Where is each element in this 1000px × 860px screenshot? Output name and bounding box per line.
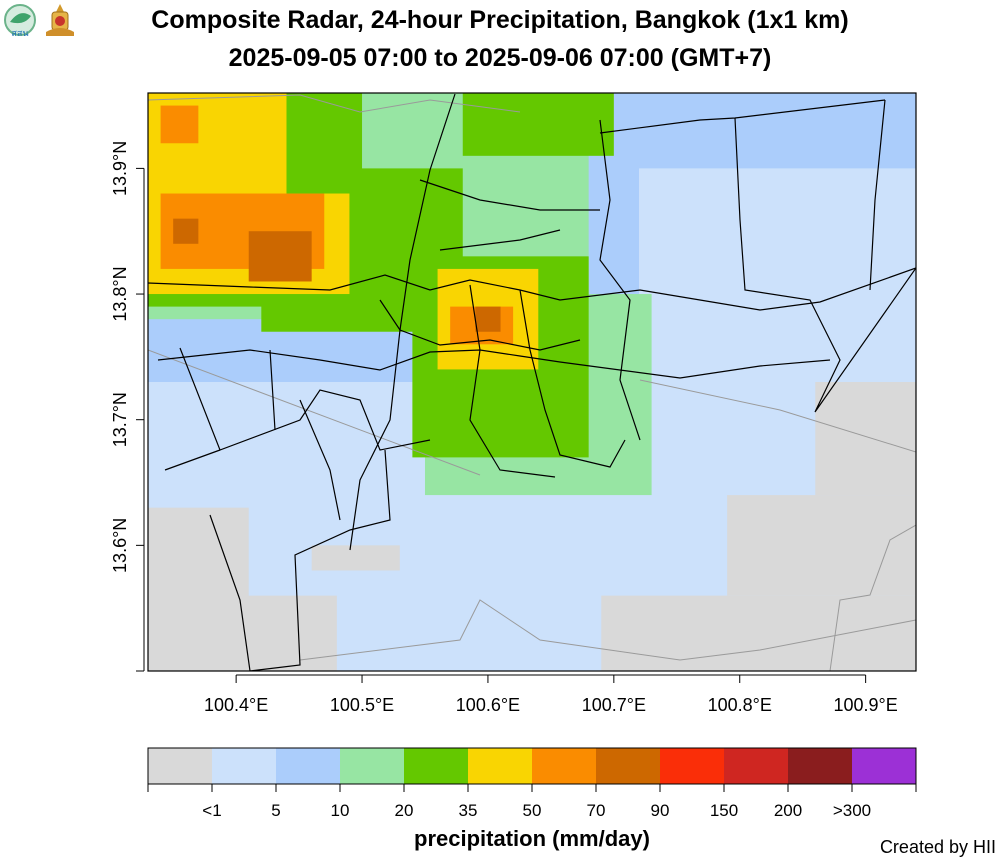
district-line-12 (209, 449, 391, 671)
precip-zone-21 (601, 595, 916, 671)
chart-subtitle: 2025-09-05 07:00 to 2025-09-06 07:00 (GM… (228, 44, 772, 72)
hii-logo-text: สสน (11, 28, 28, 38)
district-line-3 (469, 284, 556, 478)
precip-zone-16 (173, 218, 199, 244)
colorbar-label-3: 20 (395, 801, 414, 820)
colorbar-label-8: 150 (710, 801, 738, 820)
x-tick-label-1: 100.5°E (330, 695, 394, 715)
colorbar-label-7: 90 (651, 801, 670, 820)
precipitation-field (148, 93, 916, 671)
district-line-15 (439, 229, 561, 251)
y-tick-label-2: 13.8°N (110, 266, 130, 321)
colorbar-label-9: 200 (774, 801, 802, 820)
colorbar: <1 5 10 20 35 50 70 90 150 200 >300 (147, 747, 917, 820)
x-axis: 100.4°E 100.5°E 100.6°E 100.7°E 100.8°E 100.9… (204, 674, 898, 715)
y-axis: 13.6°N 13.7°N 13.8°N 13.9°N (110, 141, 145, 672)
x-tick-label-5: 100.9°E (834, 695, 898, 715)
colorbar-label-10: >300 (833, 801, 871, 820)
colorbar-swatch-9 (724, 748, 789, 784)
colorbar-swatch-5 (468, 748, 533, 784)
colorbar-label-2: 10 (331, 801, 350, 820)
precip-zone-20 (311, 545, 400, 571)
province-line-0 (148, 94, 521, 113)
colorbar-swatch-10 (788, 748, 853, 784)
district-line-14 (419, 179, 600, 211)
district-line-1 (157, 349, 831, 379)
precip-zone-15 (248, 231, 312, 282)
district-line-11 (164, 449, 221, 471)
plot-frame (147, 92, 917, 672)
x-tick-label-0: 100.4°E (204, 695, 268, 715)
hii-logo: สสน (4, 4, 36, 38)
colorbar-swatch-7 (596, 748, 661, 784)
y-tick-label-3: 13.9°N (110, 141, 130, 196)
province-line-4 (829, 524, 916, 671)
district-line-16 (379, 299, 581, 351)
x-tick-label-2: 100.6°E (456, 695, 520, 715)
colorbar-swatch-0 (148, 748, 213, 784)
colorbar-swatch-3 (340, 748, 405, 784)
precip-zone-7 (462, 93, 614, 156)
x-tick-label-3: 100.7°E (582, 695, 646, 715)
colorbar-label-5: 50 (523, 801, 542, 820)
colorbar-swatch-6 (532, 748, 597, 784)
colorbar-label-0: <1 (202, 801, 221, 820)
colorbar-title: precipitation (mm/day) (414, 826, 650, 851)
y-tick-label-1: 13.7°N (110, 392, 130, 447)
colorbar-swatch-11 (852, 748, 917, 784)
colorbar-label-6: 70 (587, 801, 606, 820)
precip-zone-2 (639, 168, 916, 382)
precip-zone-17 (475, 306, 501, 332)
precip-zone-13 (160, 105, 199, 144)
district-line-13 (299, 399, 341, 521)
colorbar-swatch-2 (276, 748, 341, 784)
district-boundaries (148, 93, 916, 671)
district-line-8 (599, 99, 886, 134)
colorbar-swatch-1 (212, 748, 277, 784)
district-line-4 (519, 289, 626, 468)
colorbar-swatch-4 (404, 748, 469, 784)
y-tick-label-0: 13.6°N (110, 518, 130, 573)
colorbar-swatch-8 (660, 748, 725, 784)
district-line-5 (599, 119, 641, 441)
colorbar-label-4: 35 (459, 801, 478, 820)
royal-emblem-logo (46, 4, 74, 36)
province-line-3 (299, 599, 916, 661)
province-line-2 (639, 379, 916, 453)
district-line-6 (734, 117, 916, 413)
credit-text: Created by HII (879, 837, 996, 857)
chart-title: Composite Radar, 24-hour Precipitation, … (151, 6, 849, 34)
x-tick-label-4: 100.8°E (708, 695, 772, 715)
precip-zone-19 (148, 595, 337, 671)
district-line-10 (269, 349, 276, 431)
precip-zone-23 (815, 382, 916, 496)
colorbar-label-1: 5 (271, 801, 280, 820)
precip-zone-22 (727, 495, 916, 596)
district-line-7 (869, 99, 886, 291)
province-line-1 (148, 349, 481, 476)
